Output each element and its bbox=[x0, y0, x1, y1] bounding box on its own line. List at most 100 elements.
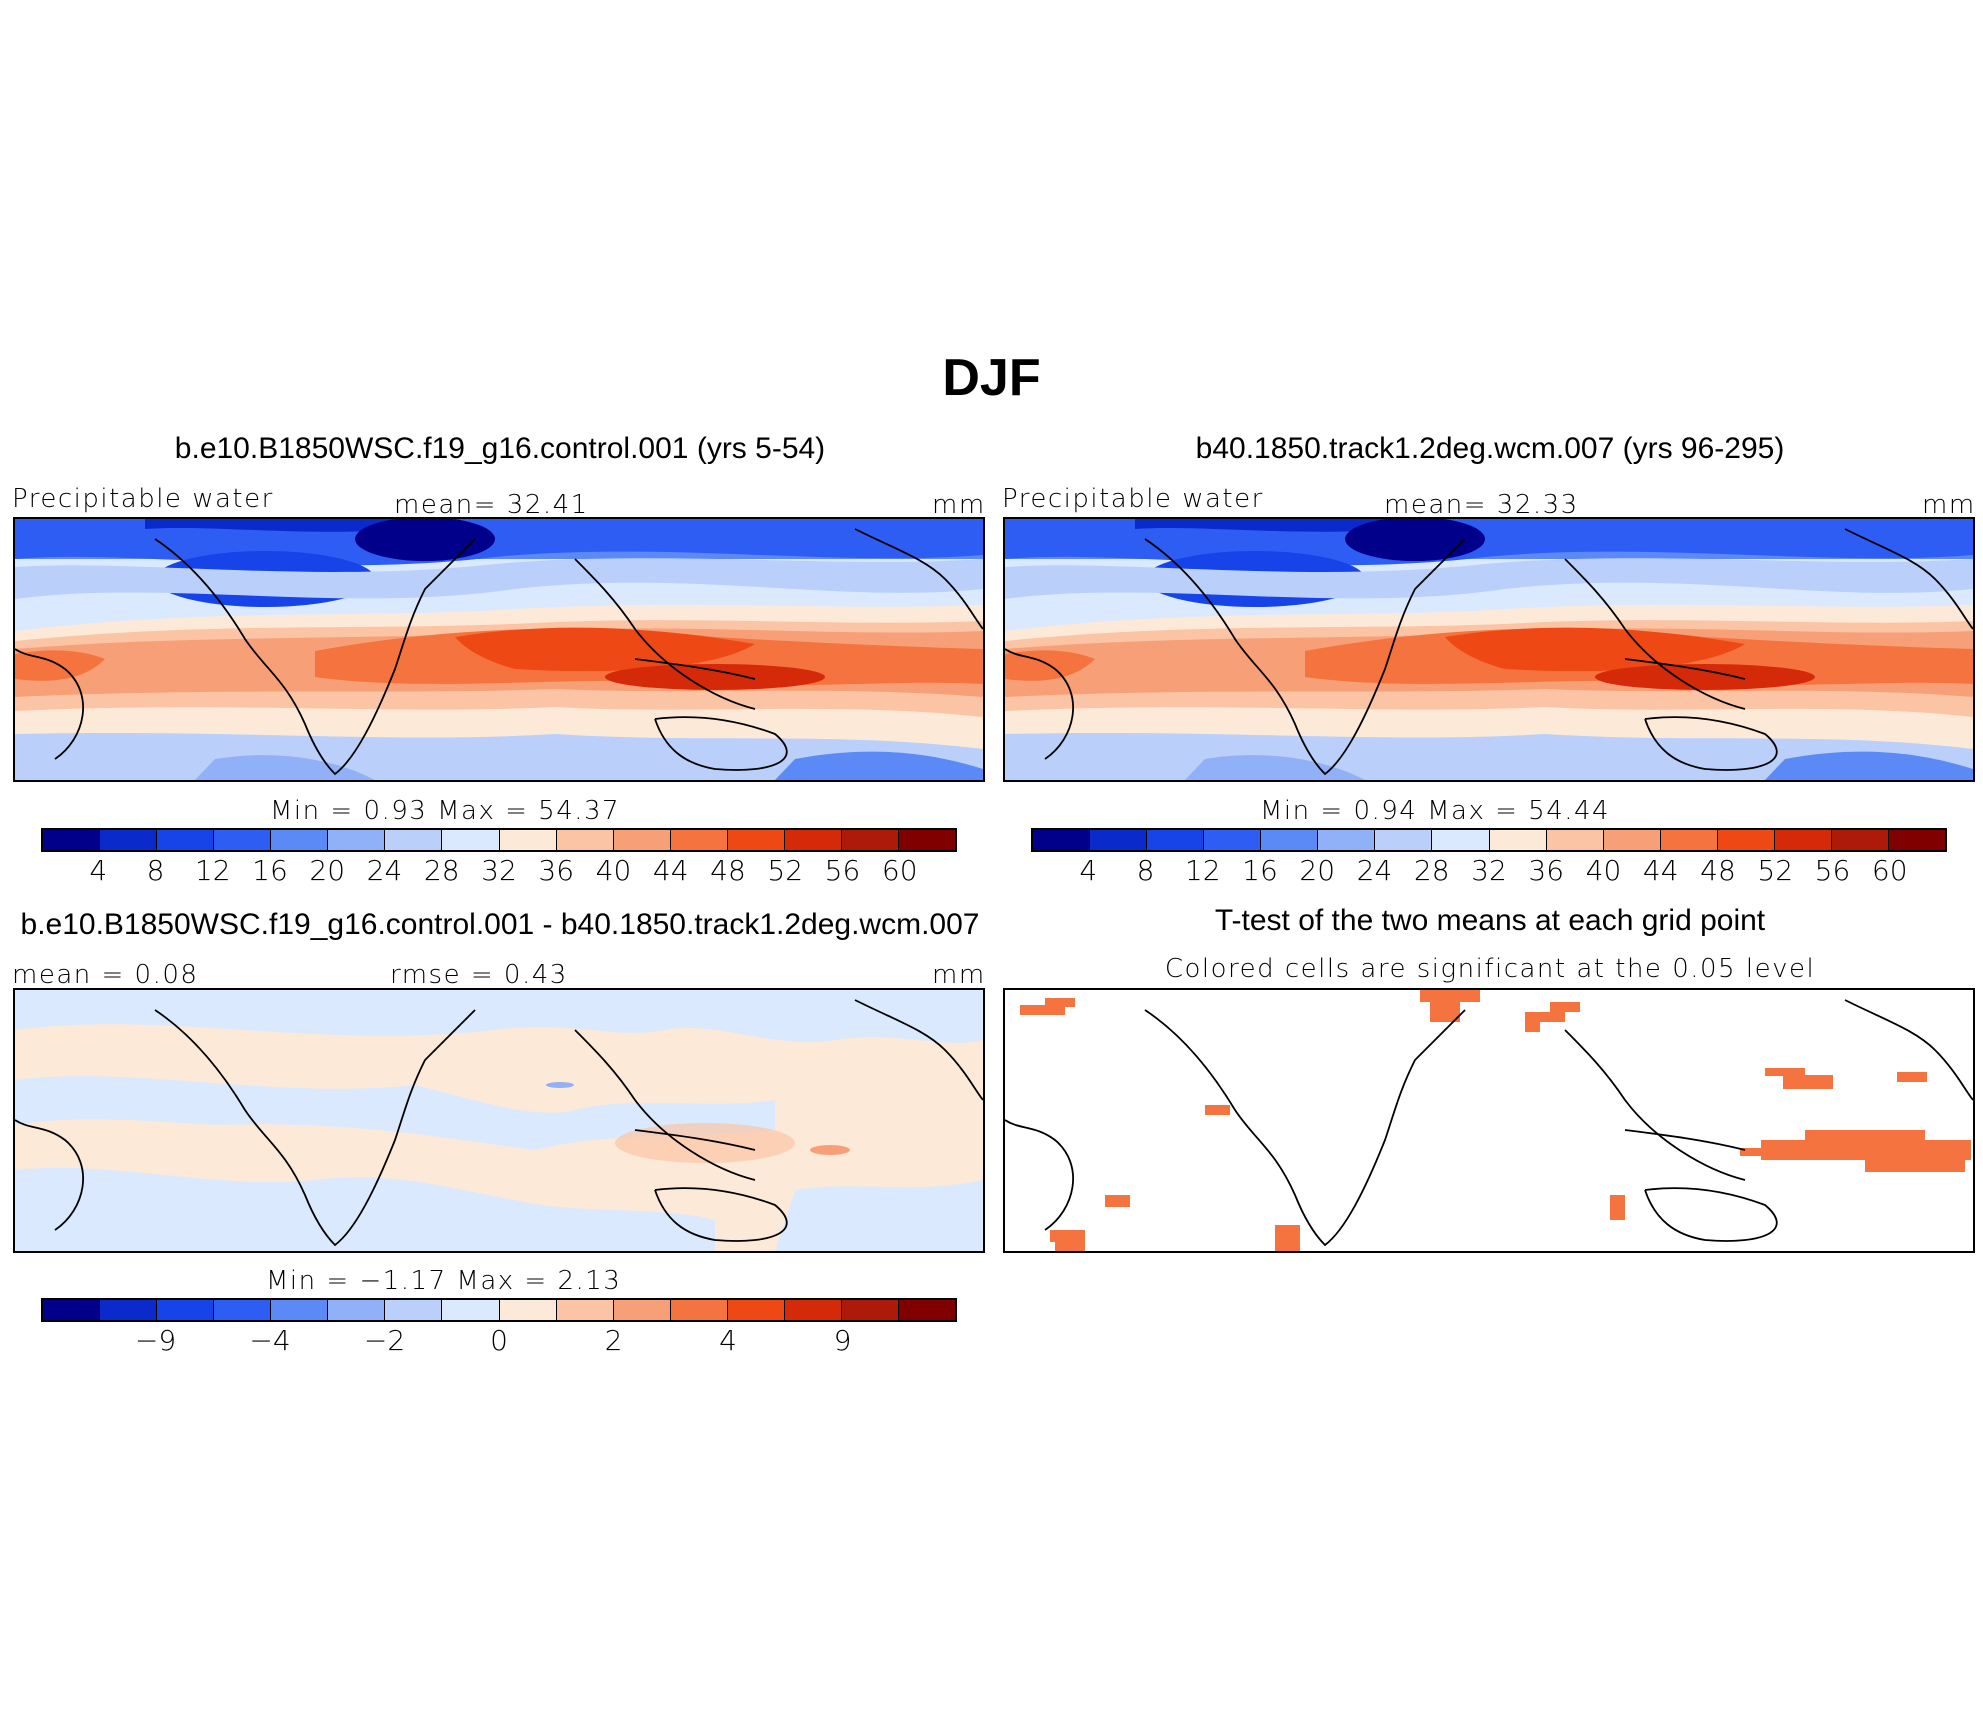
significant-cell bbox=[1761, 1140, 1971, 1160]
control-colorbar-swatch bbox=[442, 830, 500, 850]
experiment-colorbar-swatch bbox=[1147, 830, 1205, 850]
significant-cell bbox=[1205, 1105, 1230, 1115]
control-colorbar-tick-label: 32 bbox=[481, 854, 517, 887]
significant-cell bbox=[1020, 1005, 1065, 1015]
difference-colorbar-tick-label: −9 bbox=[134, 1324, 177, 1357]
significant-cell bbox=[1740, 1148, 1780, 1156]
difference-colorbar-tick-label: −4 bbox=[249, 1324, 291, 1357]
control-colorbar-swatch bbox=[328, 830, 386, 850]
experiment-colorbar-tick-label: 16 bbox=[1242, 854, 1278, 887]
difference-colorbar-tick-label: 2 bbox=[604, 1324, 623, 1357]
control-colorbar-tick-label: 8 bbox=[146, 854, 165, 887]
difference-colorbar-swatch bbox=[271, 1300, 329, 1320]
experiment-colorbar-tick-label: 60 bbox=[1871, 854, 1908, 887]
control-colorbar-tick-label: 28 bbox=[423, 854, 460, 887]
control-colorbar bbox=[41, 828, 957, 852]
control-colorbar-swatch bbox=[556, 830, 614, 850]
control-colorbar-swatch bbox=[43, 830, 101, 850]
control-colorbar-tick-label: 20 bbox=[309, 854, 346, 887]
difference-colorbar-tick-label: −2 bbox=[363, 1324, 406, 1357]
control-colorbar-tick-label: 16 bbox=[252, 854, 288, 887]
experiment-colorbar-swatch bbox=[1888, 830, 1945, 850]
experiment-colorbar-swatch bbox=[1432, 830, 1490, 850]
significant-cell bbox=[1783, 1075, 1833, 1089]
control-colorbar-swatch bbox=[841, 830, 899, 850]
experiment-colorbar-ticks: 4 8 12 16 20 24 28 32 36 40 44 48 52 56 60 bbox=[1031, 854, 1947, 888]
experiment-map bbox=[1003, 517, 1975, 782]
control-colorbar-swatch bbox=[670, 830, 728, 850]
experiment-colorbar-swatch bbox=[1546, 830, 1604, 850]
difference-colorbar-swatch bbox=[157, 1300, 215, 1320]
difference-colorbar-swatch bbox=[613, 1300, 671, 1320]
control-colorbar-tick-label: 52 bbox=[767, 854, 804, 887]
difference-colorbar-swatch bbox=[727, 1300, 785, 1320]
experiment-colorbar-tick-label: 12 bbox=[1184, 854, 1221, 887]
control-colorbar-swatch bbox=[784, 830, 842, 850]
control-colorbar-tick-label: 36 bbox=[538, 854, 575, 887]
difference-colorbar-swatch bbox=[385, 1300, 443, 1320]
control-colorbar-tick-label: 12 bbox=[194, 854, 231, 887]
control-colorbar-tick-label: 56 bbox=[824, 854, 861, 887]
difference-colorbar-swatch bbox=[100, 1300, 158, 1320]
control-colorbar-swatch bbox=[499, 830, 557, 850]
difference-colorbar-swatch bbox=[442, 1300, 500, 1320]
difference-colorbar-swatch bbox=[556, 1300, 614, 1320]
difference-mean-label: mean = 0.08 bbox=[12, 960, 199, 990]
difference-colorbar-swatch bbox=[841, 1300, 899, 1320]
ttest-panel-title: T-test of the two means at each grid poi… bbox=[1214, 904, 1766, 937]
experiment-colorbar-tick-label: 48 bbox=[1700, 854, 1736, 887]
experiment-panel-title: b40.1850.track1.2deg.wcm.007 (yrs 96-295… bbox=[1195, 432, 1785, 465]
experiment-colorbar-tick-label: 44 bbox=[1642, 854, 1679, 887]
difference-colorbar-swatch bbox=[214, 1300, 272, 1320]
experiment-colorbar bbox=[1031, 828, 1947, 852]
control-colorbar-tick-label: 4 bbox=[89, 854, 108, 887]
experiment-colorbar-tick-label: 56 bbox=[1814, 854, 1851, 887]
significant-cell bbox=[1045, 998, 1075, 1007]
difference-colorbar-swatch bbox=[43, 1300, 101, 1320]
ttest-map bbox=[1003, 988, 1975, 1253]
experiment-colorbar-swatch bbox=[1033, 830, 1091, 850]
control-colorbar-ticks: 4 8 12 16 20 24 28 32 36 40 44 48 52 56 60 bbox=[41, 854, 957, 888]
significant-cell bbox=[1765, 1068, 1805, 1076]
experiment-colorbar-swatch bbox=[1204, 830, 1262, 850]
control-minmax-label: Min = 0.93 Max = 54.37 bbox=[270, 796, 621, 826]
control-colorbar-swatch bbox=[100, 830, 158, 850]
difference-rmse-label: rmse = 0.43 bbox=[390, 960, 568, 990]
significant-cell bbox=[1550, 1002, 1580, 1012]
control-colorbar-tick-label: 40 bbox=[595, 854, 632, 887]
difference-panel-title: b.e10.B1850WSC.f19_g16.control.001 - b40… bbox=[20, 908, 980, 941]
experiment-colorbar-tick-label: 36 bbox=[1528, 854, 1565, 887]
significant-cell bbox=[1275, 1225, 1300, 1251]
ttest-subtitle: Colored cells are significant at the 0.0… bbox=[1164, 954, 1816, 984]
difference-colorbar bbox=[41, 1298, 957, 1322]
control-colorbar-swatch bbox=[271, 830, 329, 850]
difference-colorbar-swatch bbox=[328, 1300, 386, 1320]
experiment-colorbar-tick-label: 8 bbox=[1136, 854, 1155, 887]
page-title: DJF bbox=[942, 349, 1041, 407]
experiment-colorbar-swatch bbox=[1717, 830, 1775, 850]
experiment-colorbar-tick-label: 52 bbox=[1757, 854, 1794, 887]
experiment-colorbar-tick-label: 28 bbox=[1413, 854, 1450, 887]
significant-cell bbox=[1430, 1002, 1460, 1022]
difference-colorbar-tick-label: 4 bbox=[719, 1324, 737, 1357]
control-mean-label: mean= 32.41 bbox=[394, 490, 589, 520]
significant-cell bbox=[1897, 1072, 1927, 1082]
significant-cell bbox=[1050, 1230, 1085, 1242]
experiment-colorbar-tick-label: 20 bbox=[1299, 854, 1336, 887]
control-colorbar-swatch bbox=[727, 830, 785, 850]
experiment-colorbar-swatch bbox=[1318, 830, 1376, 850]
difference-colorbar-swatch bbox=[670, 1300, 728, 1320]
control-colorbar-tick-label: 60 bbox=[881, 854, 918, 887]
control-colorbar-swatch bbox=[613, 830, 671, 850]
difference-colorbar-swatch bbox=[898, 1300, 955, 1320]
control-colorbar-tick-label: 24 bbox=[366, 854, 403, 887]
control-map bbox=[13, 517, 985, 782]
significant-cell bbox=[1865, 1160, 1965, 1172]
significant-cell bbox=[1805, 1130, 1925, 1142]
experiment-colorbar-swatch bbox=[1831, 830, 1889, 850]
control-variable-label: Precipitable water bbox=[12, 484, 274, 514]
experiment-variable-label: Precipitable water bbox=[1002, 484, 1264, 514]
control-colorbar-swatch bbox=[385, 830, 443, 850]
control-colorbar-tick-label: 44 bbox=[652, 854, 689, 887]
control-units-label: mm bbox=[932, 490, 986, 520]
